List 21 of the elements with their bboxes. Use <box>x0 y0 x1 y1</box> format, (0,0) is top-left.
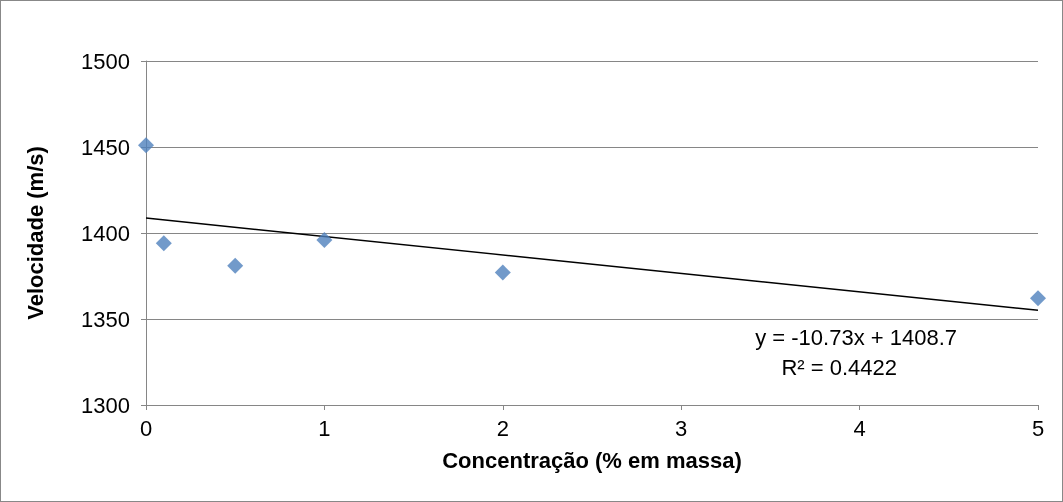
annotation: R² = 0.4422 <box>781 354 897 380</box>
x-tick-label: 0 <box>139 415 153 441</box>
point <box>1030 290 1046 307</box>
x-tick-label: 4 <box>853 415 866 441</box>
x-tick-label: 2 <box>496 415 509 441</box>
annotation: y = -10.73x + 1408.7 <box>755 324 958 350</box>
x-tick-label: 3 <box>675 415 688 441</box>
x-tick-label: 1 <box>318 415 331 441</box>
point <box>494 264 511 281</box>
x-tick-label: 5 <box>1031 415 1045 441</box>
x-axis-title: Concentração (% em massa) <box>442 447 742 473</box>
y-tick-label: 1400 <box>81 220 130 246</box>
point <box>227 257 244 274</box>
point <box>138 137 154 154</box>
y-tick-label: 1300 <box>81 392 130 418</box>
y-tick-label: 1450 <box>81 134 130 160</box>
point <box>316 231 333 248</box>
y-tick-label: 1350 <box>81 306 130 332</box>
y-tick-label: 1500 <box>81 48 130 74</box>
y-axis-title: Velocidade (m/s) <box>22 146 48 320</box>
point <box>155 235 172 252</box>
